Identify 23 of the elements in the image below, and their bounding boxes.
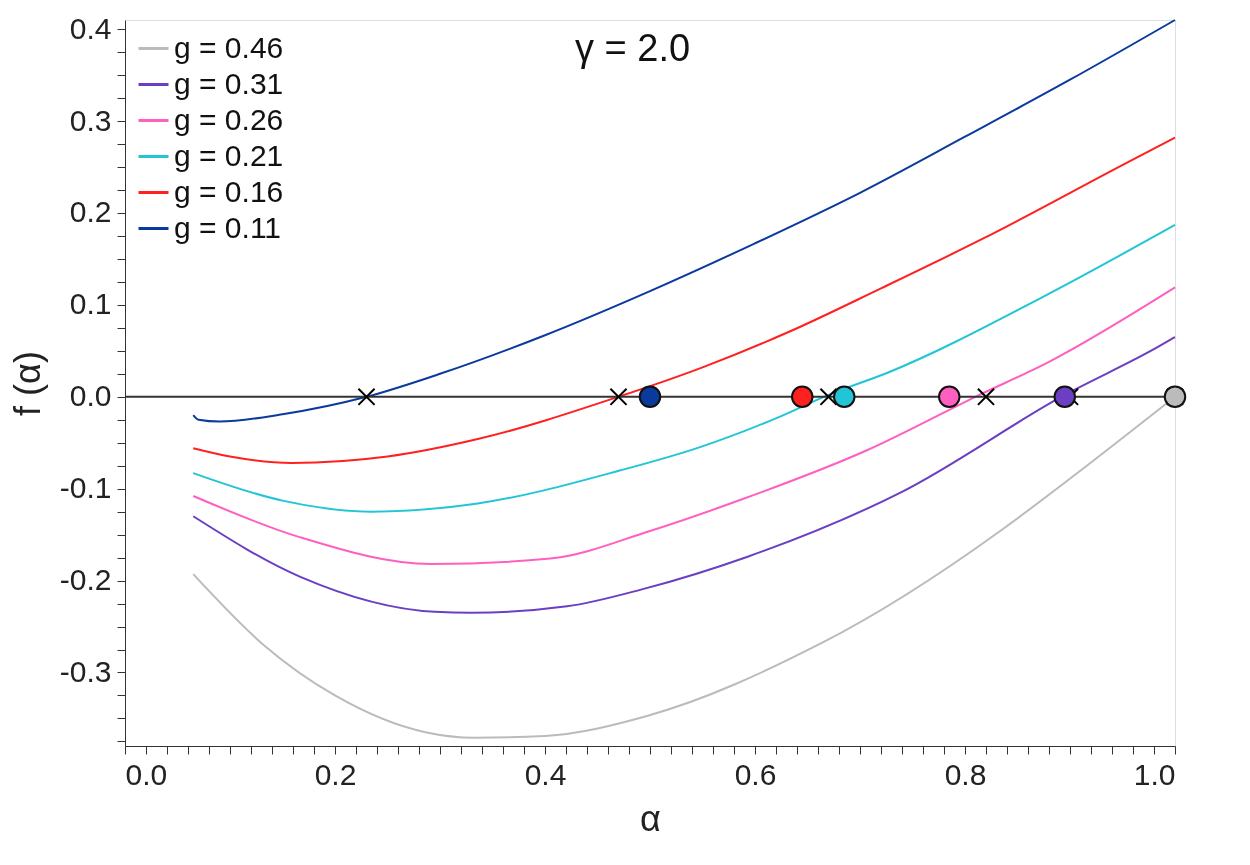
- y-tick-label: -0.3: [59, 654, 112, 688]
- legend-label: g = 0.21: [174, 138, 284, 172]
- legend-label: g = 0.16: [174, 174, 284, 208]
- legend-label: g = 0.46: [174, 30, 284, 64]
- legend-label: g = 0.31: [174, 66, 284, 100]
- x-tick-label: 0.0: [125, 757, 168, 791]
- x-tick-label: 0.2: [314, 757, 357, 791]
- y-tick-label: 0.3: [69, 103, 112, 137]
- y-tick-label: -0.2: [59, 563, 112, 597]
- x-tick-label: 0.4: [524, 757, 567, 791]
- x-axis-title: α: [640, 797, 661, 839]
- x-tick-label: 0.6: [734, 757, 777, 791]
- legend-label: g = 0.11: [174, 210, 282, 244]
- y-axis-title: f (α): [6, 351, 48, 416]
- y-tick-label: 0.0: [69, 379, 112, 413]
- x-tick-label: 0.8: [944, 757, 987, 791]
- y-tick-label: -0.1: [59, 471, 112, 505]
- legend-label: g = 0.26: [174, 102, 284, 136]
- x-tick-label: 1.0: [1133, 757, 1176, 791]
- y-tick-label: 0.1: [69, 287, 112, 321]
- y-tick-label: 0.4: [69, 11, 112, 45]
- y-tick-label: 0.2: [69, 195, 112, 229]
- annotation: γ = 2.0: [575, 27, 691, 69]
